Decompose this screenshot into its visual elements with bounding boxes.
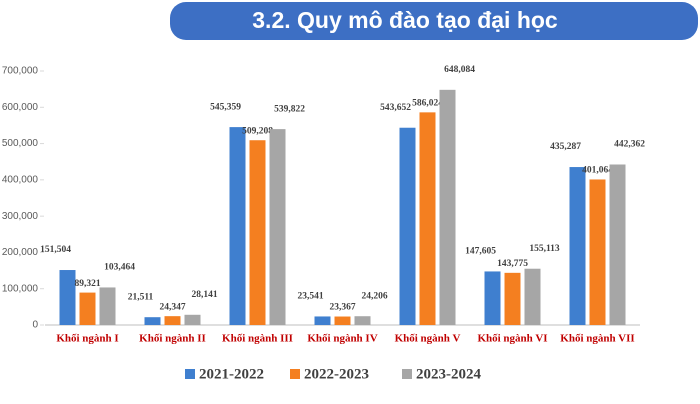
data-label: 543,652 bbox=[380, 103, 411, 113]
data-label: 435,287 bbox=[550, 142, 581, 152]
y-tick-label: 0 bbox=[32, 320, 38, 331]
bar bbox=[484, 271, 501, 325]
legend-label: 2021-2022 bbox=[199, 366, 264, 382]
legend-swatch bbox=[185, 369, 195, 379]
bar bbox=[79, 292, 96, 325]
bar bbox=[609, 164, 626, 325]
data-label: 648,084 bbox=[444, 65, 475, 75]
data-label: 151,504 bbox=[40, 245, 71, 255]
bar bbox=[439, 89, 456, 325]
bar bbox=[354, 316, 371, 325]
chart-title: 3.2. Quy mô đào tạo đại học bbox=[252, 7, 558, 33]
y-tick-label: 100,000 bbox=[2, 283, 39, 294]
bar bbox=[229, 127, 246, 325]
data-label: 155,113 bbox=[529, 244, 560, 254]
bar bbox=[589, 179, 606, 325]
bar bbox=[314, 316, 331, 325]
data-label: 442,362 bbox=[614, 140, 645, 150]
y-tick-label: 300,000 bbox=[2, 211, 39, 222]
legend-swatch bbox=[402, 369, 412, 379]
data-label: 147,605 bbox=[465, 247, 496, 257]
data-label: 23,367 bbox=[329, 303, 355, 313]
bar bbox=[99, 287, 116, 325]
y-tick-label: 700,000 bbox=[2, 66, 39, 77]
data-label: 24,347 bbox=[159, 302, 185, 312]
bar bbox=[144, 317, 161, 325]
legend-label: 2022-2023 bbox=[304, 366, 369, 382]
bar bbox=[399, 127, 416, 325]
data-label: 401,064 bbox=[582, 166, 613, 176]
data-label: 24,206 bbox=[361, 291, 387, 301]
bar bbox=[569, 167, 586, 325]
data-label: 509,208 bbox=[242, 126, 273, 136]
data-label: 21,511 bbox=[128, 292, 154, 302]
x-tick-label: Khối ngành I bbox=[56, 333, 118, 345]
y-tick-label: 400,000 bbox=[2, 174, 39, 185]
x-tick-label: Khối ngành VII bbox=[560, 333, 634, 345]
legend-swatch bbox=[290, 369, 300, 379]
y-tick-label: 200,000 bbox=[2, 247, 39, 258]
data-label: 143,775 bbox=[497, 259, 528, 269]
bar bbox=[59, 270, 76, 325]
x-tick-label: Khối ngành III bbox=[222, 333, 293, 345]
bar bbox=[504, 272, 521, 325]
legend-label: 2023-2024 bbox=[416, 366, 481, 382]
x-tick-label: Khối ngành IV bbox=[307, 333, 377, 345]
data-label: 89,321 bbox=[74, 279, 100, 289]
x-tick-label: Khối ngành II bbox=[139, 333, 206, 345]
data-label: 539,822 bbox=[274, 104, 305, 114]
bar bbox=[164, 316, 181, 325]
data-label: 586,024 bbox=[412, 99, 443, 109]
x-tick-label: Khối ngành V bbox=[395, 333, 461, 345]
data-label: 23,541 bbox=[297, 292, 323, 302]
data-label: 28,141 bbox=[191, 290, 217, 300]
y-tick-label: 600,000 bbox=[2, 102, 39, 113]
data-label: 103,464 bbox=[104, 263, 135, 273]
data-label: 545,359 bbox=[210, 102, 241, 112]
bar bbox=[184, 314, 201, 325]
bar bbox=[249, 140, 266, 325]
y-tick-label: 500,000 bbox=[2, 138, 39, 149]
bar bbox=[334, 316, 351, 325]
bar bbox=[419, 112, 436, 326]
title-banner bbox=[170, 2, 698, 40]
bar bbox=[269, 129, 286, 325]
bar bbox=[524, 268, 541, 325]
x-tick-label: Khối ngành VI bbox=[477, 333, 547, 345]
